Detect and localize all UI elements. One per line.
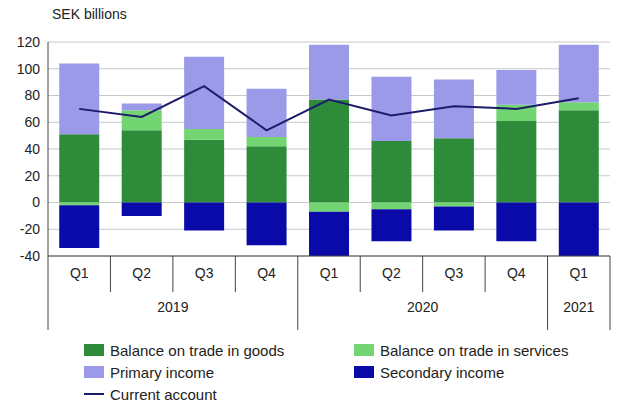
svg-text:60: 60: [24, 114, 40, 130]
html-text:SEK billions: SEK billions: [52, 6, 127, 22]
svg-text:80: 80: [24, 87, 40, 103]
svg-text:Q1: Q1: [569, 265, 588, 281]
svg-text:-40: -40: [20, 248, 40, 264]
html-text:Current account: Current account: [110, 385, 217, 403]
html-text:Balance on trade in goods: Balance on trade in goods: [110, 341, 285, 359]
svg-text:Q3: Q3: [445, 265, 464, 281]
svg-text:-20: -20: [20, 221, 40, 237]
svg-text:2019: 2019: [157, 299, 188, 315]
svg-text:40: 40: [24, 141, 40, 157]
svg-text:2020: 2020: [407, 299, 438, 315]
svg-text:Q1: Q1: [320, 265, 339, 281]
svg-text:100: 100: [17, 61, 41, 77]
svg-text:Q1: Q1: [70, 265, 89, 281]
svg-text:Q4: Q4: [257, 265, 276, 281]
svg-text:Q3: Q3: [195, 265, 214, 281]
svg-text:Q2: Q2: [382, 265, 401, 281]
html-text:Primary income: Primary income: [110, 363, 215, 381]
html-text:Balance on trade in services: Balance on trade in services: [380, 341, 569, 359]
svg-text:Q2: Q2: [132, 265, 151, 281]
svg-text:120: 120: [17, 34, 41, 50]
html-text:Secondary income: Secondary income: [380, 363, 505, 381]
svg-text:20: 20: [24, 168, 40, 184]
svg-text:2021: 2021: [563, 299, 594, 315]
svg-text:Q4: Q4: [507, 265, 526, 281]
svg-text:0: 0: [32, 194, 40, 210]
